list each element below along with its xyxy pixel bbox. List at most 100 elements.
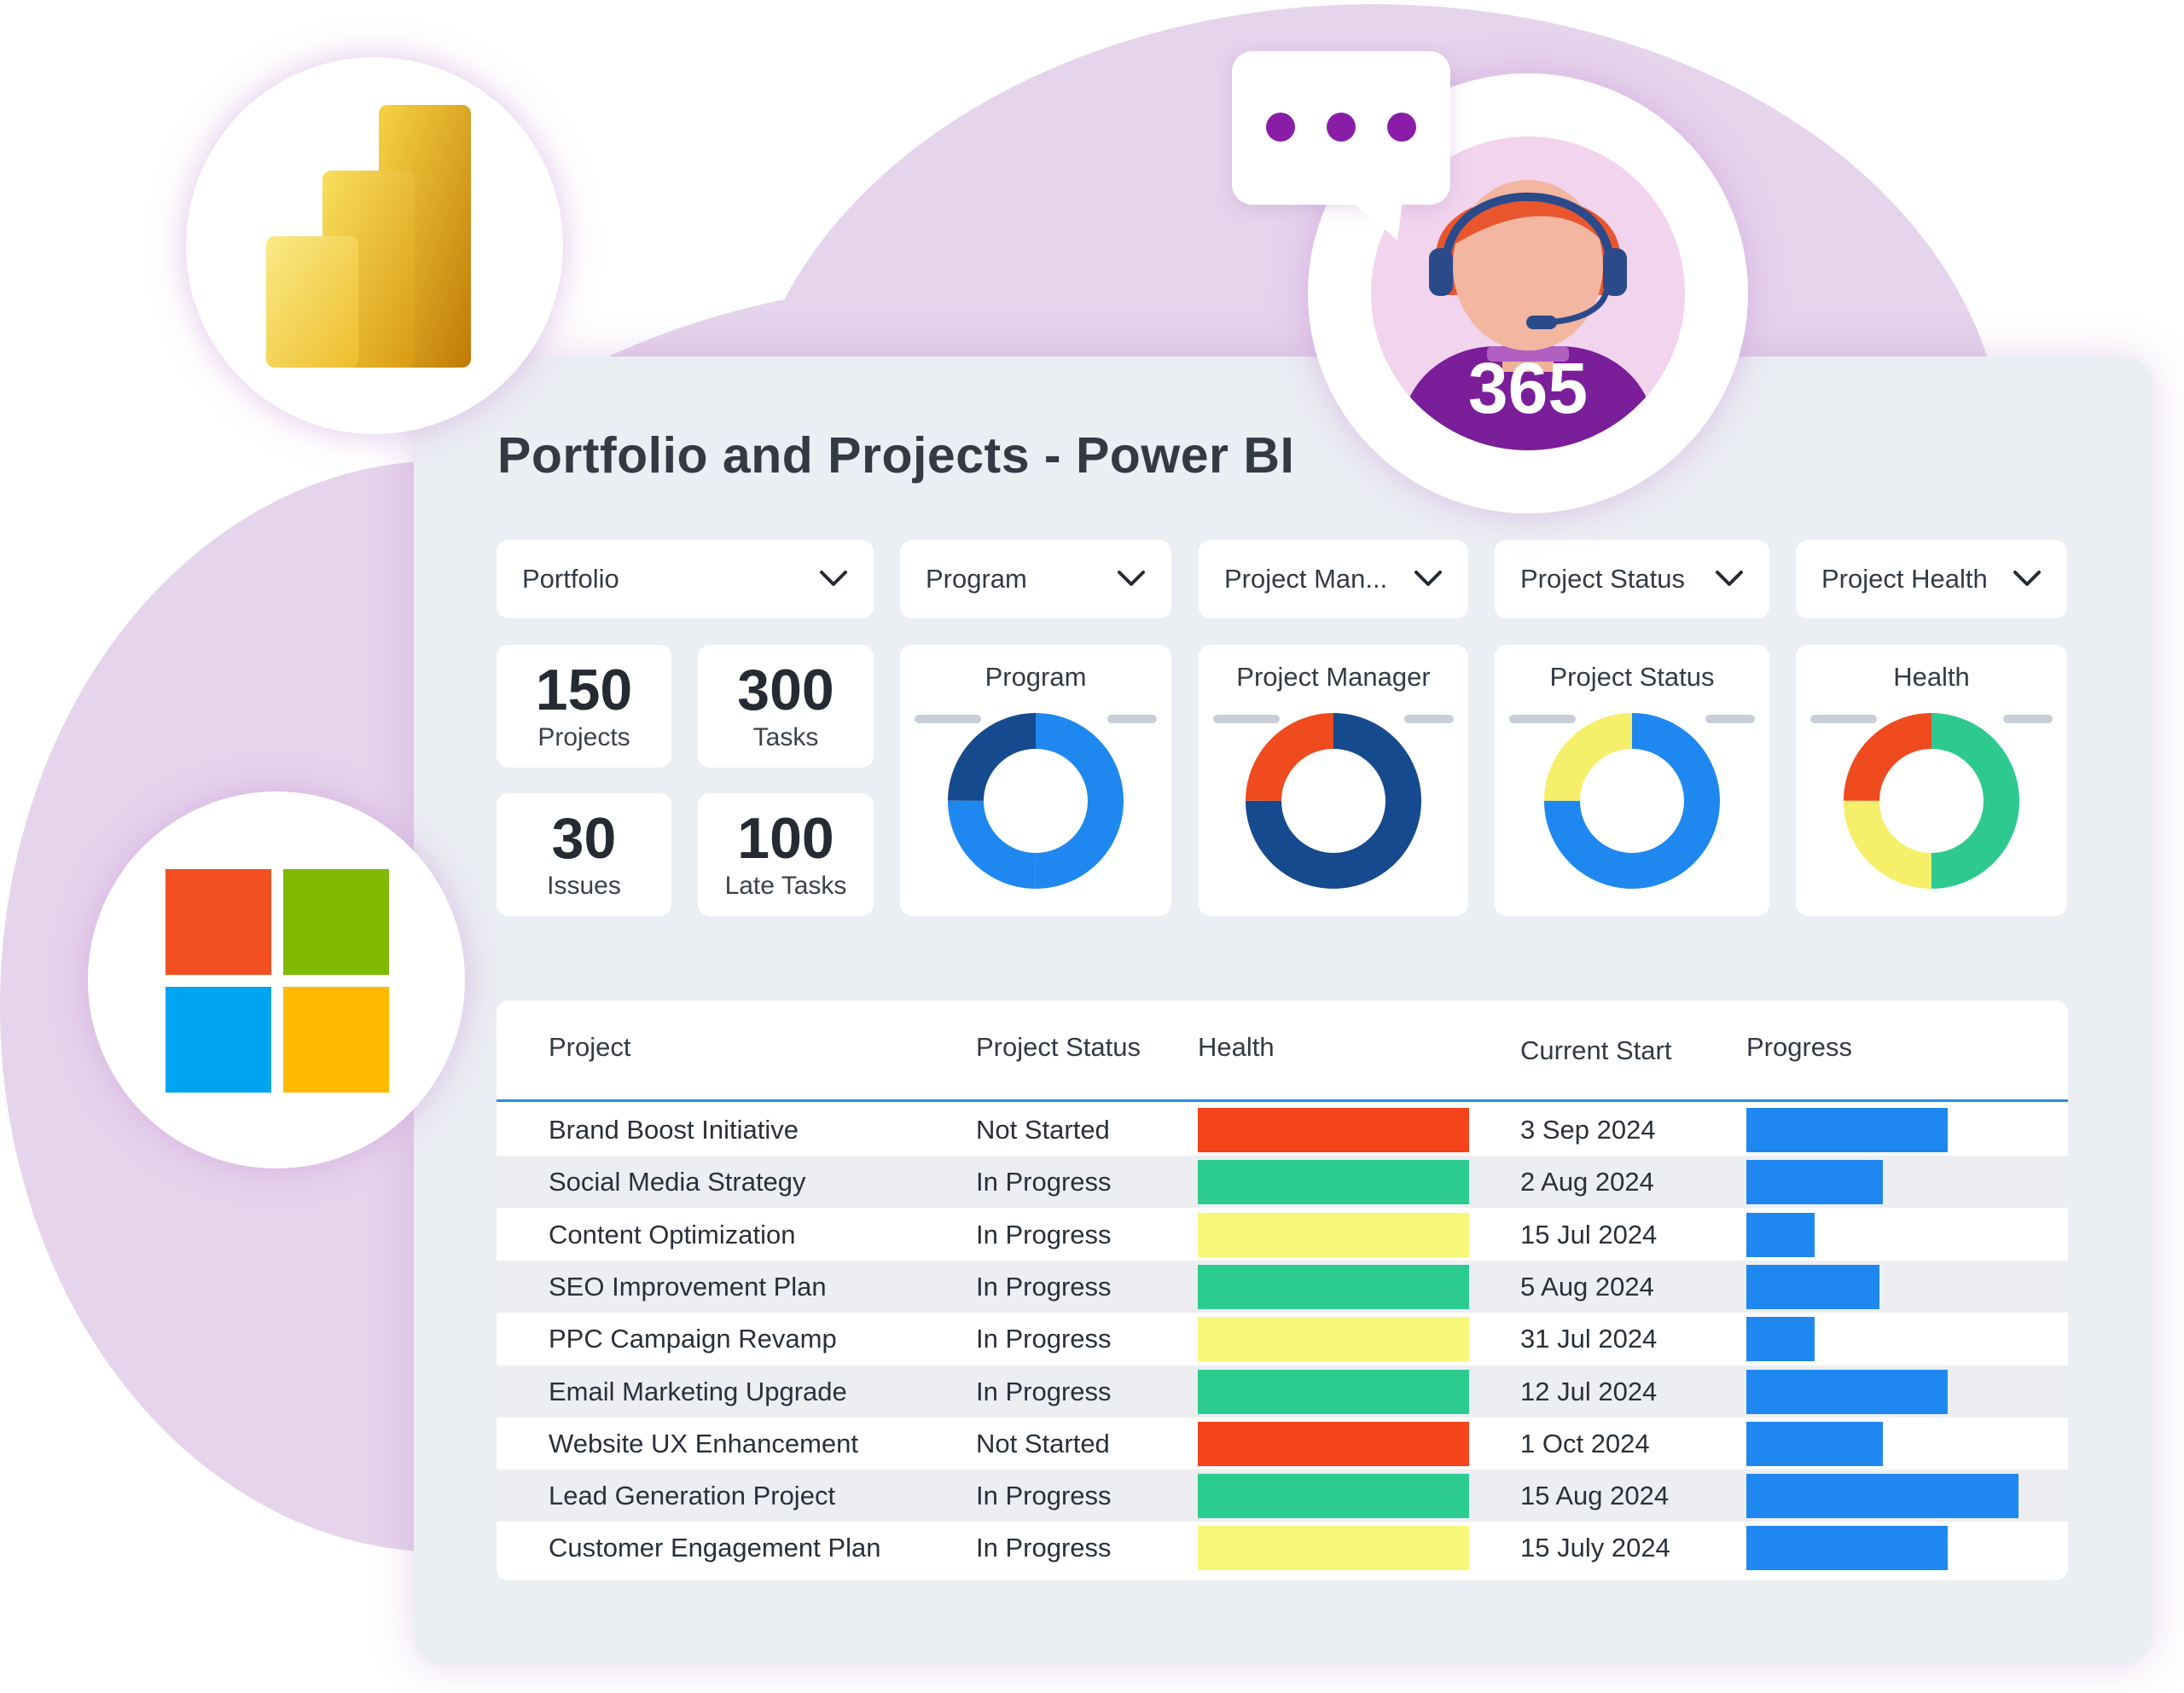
filter-label: Portfolio <box>522 564 619 594</box>
chevron-down-icon <box>820 571 847 586</box>
donut-chart <box>1810 713 2053 889</box>
cell-health-bar <box>1198 1317 1469 1362</box>
donut-title: Project Manager <box>1236 662 1431 692</box>
power-bi-badge <box>186 57 563 434</box>
donut-segment[interactable] <box>1246 713 1421 889</box>
typing-dot-icon <box>1327 113 1356 142</box>
cell-project: Brand Boost Initiative <box>549 1115 799 1145</box>
filter-portfolio[interactable]: Portfolio <box>497 540 874 618</box>
kpi-tasks: 300 Tasks <box>698 645 874 768</box>
cell-progress-bar <box>1746 1369 1948 1414</box>
chevron-down-icon <box>1414 571 1442 586</box>
table-row[interactable]: Website UX Enhancement Not Started 1 Oct 2… <box>497 1418 2068 1470</box>
donut-title: Health <box>1893 662 1970 692</box>
donut-chart <box>915 713 1157 889</box>
chevron-down-icon <box>1716 571 1743 586</box>
filter-project-health[interactable]: Project Health <box>1796 540 2067 618</box>
cell-current-start: 15 Aug 2024 <box>1520 1481 1670 1511</box>
chevron-down-icon <box>2013 571 2041 586</box>
cell-health-bar <box>1198 1160 1469 1205</box>
cell-project: SEO Improvement Plan <box>549 1271 827 1302</box>
donut-segment[interactable] <box>948 713 1124 889</box>
cell-progress-bar <box>1746 1212 1815 1257</box>
kpi-label: Late Tasks <box>724 872 847 900</box>
typing-dot-icon <box>1266 113 1295 142</box>
column-header-health[interactable]: Health <box>1198 1032 1275 1062</box>
chevron-down-icon <box>1118 571 1145 586</box>
donut-title: Project Status <box>1549 662 1715 692</box>
donut-card-program: Program <box>900 645 1171 916</box>
table-row[interactable]: Content Optimization In Progress 15 Jul 20… <box>497 1209 2068 1261</box>
donut-segment[interactable] <box>1544 713 1720 889</box>
cell-status: In Progress <box>976 1324 1112 1354</box>
cell-health-bar <box>1198 1369 1469 1414</box>
cell-project: Social Media Strategy <box>549 1167 806 1197</box>
cell-health-bar <box>1198 1212 1469 1257</box>
cell-progress-bar <box>1746 1264 1879 1309</box>
table-row[interactable]: Social Media Strategy In Progress 2 Aug 20… <box>497 1156 2068 1209</box>
cell-current-start: 15 July 2024 <box>1520 1533 1670 1563</box>
table-row[interactable]: Customer Engagement Plan In Progress 15 Ju… <box>497 1522 2068 1574</box>
cell-current-start: 12 Jul 2024 <box>1520 1376 1658 1406</box>
cell-project: Customer Engagement Plan <box>549 1533 881 1563</box>
filter-program[interactable]: Program <box>900 540 1171 618</box>
cell-project: PPC Campaign Revamp <box>549 1324 837 1354</box>
table-row[interactable]: PPC Campaign Revamp In Progress 31 Jul 202… <box>497 1313 2068 1365</box>
donut-chart <box>1509 713 1755 889</box>
microsoft-logo-icon <box>166 869 389 1093</box>
page-title: Portfolio and Projects - Power BI <box>497 427 1295 484</box>
donut-title: Program <box>985 662 1087 692</box>
cell-status: In Progress <box>976 1271 1112 1302</box>
table-row[interactable]: Brand Boost Initiative Not Started 3 Sep 2… <box>497 1104 2068 1156</box>
cell-project: Email Marketing Upgrade <box>549 1376 847 1406</box>
cell-status: In Progress <box>976 1533 1112 1563</box>
donut-chart <box>1213 713 1454 889</box>
kpi-value: 300 <box>737 658 834 722</box>
chat-bubble-icon <box>1232 51 1450 241</box>
cell-status: Not Started <box>976 1115 1110 1145</box>
microsoft-badge <box>88 791 465 1168</box>
typing-dot-icon <box>1387 113 1416 142</box>
cell-progress-bar <box>1746 1474 2018 1519</box>
cell-status: In Progress <box>976 1167 1112 1197</box>
donut-segment[interactable] <box>1844 713 2019 889</box>
cell-progress-bar <box>1746 1160 1883 1205</box>
cell-project: Content Optimization <box>549 1219 796 1249</box>
table-row[interactable]: SEO Improvement Plan In Progress 5 Aug 202… <box>497 1260 2068 1313</box>
table-row[interactable]: Lead Generation Project In Progress 15 Aug… <box>497 1470 2068 1522</box>
cell-progress-bar <box>1746 1317 1815 1362</box>
cell-health-bar <box>1198 1108 1469 1152</box>
badge-text: 365 <box>1468 348 1588 428</box>
kpi-late-tasks: 100 Late Tasks <box>698 793 874 916</box>
cell-project: Lead Generation Project <box>549 1481 836 1511</box>
column-header-status[interactable]: Project Status <box>976 1032 1141 1062</box>
cell-current-start: 1 Oct 2024 <box>1520 1428 1650 1458</box>
cell-status: In Progress <box>976 1219 1112 1249</box>
cell-progress-bar <box>1746 1421 1883 1466</box>
filter-label: Project Man... <box>1224 564 1388 594</box>
cell-health-bar <box>1198 1264 1469 1309</box>
filter-project-manager[interactable]: Project Man... <box>1199 540 1468 618</box>
kpi-projects: 150 Projects <box>497 645 671 768</box>
cell-current-start: 3 Sep 2024 <box>1520 1115 1656 1145</box>
cell-current-start: 15 Jul 2024 <box>1520 1219 1658 1249</box>
filter-project-status[interactable]: Project Status <box>1495 540 1769 618</box>
table-row[interactable]: Email Marketing Upgrade In Progress 12 Jul… <box>497 1365 2068 1418</box>
donut-segment[interactable] <box>948 713 1124 889</box>
kpi-issues: 30 Issues <box>497 793 671 916</box>
cell-current-start: 31 Jul 2024 <box>1520 1324 1658 1354</box>
cell-current-start: 2 Aug 2024 <box>1520 1167 1654 1197</box>
column-header-current-start[interactable]: Current Start <box>1520 1035 1672 1065</box>
kpi-value: 150 <box>535 658 633 722</box>
cell-status: In Progress <box>976 1376 1112 1406</box>
donut-card-project-status: Project Status <box>1495 645 1769 916</box>
cell-project: Website UX Enhancement <box>549 1428 859 1458</box>
cell-status: Not Started <box>976 1428 1110 1458</box>
power-bi-logo-icon <box>266 105 471 368</box>
column-header-project[interactable]: Project <box>549 1032 631 1062</box>
cell-progress-bar <box>1746 1526 1948 1571</box>
table-header-divider <box>497 1099 2068 1102</box>
filter-label: Project Health <box>1821 564 1988 594</box>
donut-segment[interactable] <box>1844 713 2019 889</box>
column-header-progress[interactable]: Progress <box>1746 1032 1853 1062</box>
